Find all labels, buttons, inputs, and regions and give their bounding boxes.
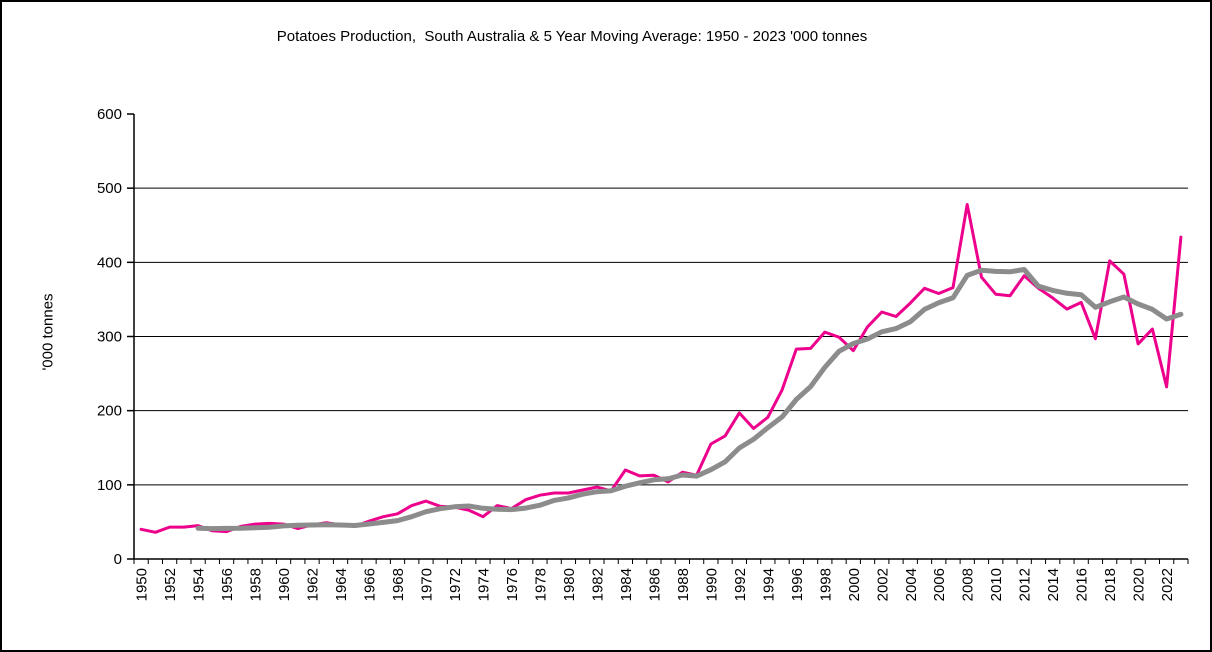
x-tick-label-1990: 1990	[703, 568, 720, 601]
y-tick-label-200: 200	[97, 403, 122, 420]
y-tick-label-100: 100	[97, 477, 122, 494]
x-tick-label-1972: 1972	[447, 568, 464, 601]
y-tick-label-0: 0	[114, 551, 122, 568]
x-tick-label-2000: 2000	[846, 568, 863, 601]
x-tick-label-1954: 1954	[191, 568, 208, 601]
x-tick-label-1978: 1978	[532, 568, 549, 601]
x-tick-label-1996: 1996	[789, 568, 806, 601]
x-tick-label-1964: 1964	[333, 568, 350, 601]
x-tick-label-1988: 1988	[675, 568, 692, 601]
annual-production-line	[139, 203, 1183, 534]
x-tick-label-2006: 2006	[931, 568, 948, 601]
x-tick-label-2020: 2020	[1131, 568, 1148, 601]
x-tick-label-1984: 1984	[618, 568, 635, 601]
x-tick-label-1952: 1952	[162, 568, 179, 601]
y-tick-label-400: 400	[97, 254, 122, 271]
x-tick-label-2004: 2004	[903, 568, 920, 601]
moving-average-line	[195, 267, 1184, 532]
x-tick-label-2022: 2022	[1159, 568, 1176, 601]
x-tick-label-1956: 1956	[219, 568, 236, 601]
x-tick-label-1986: 1986	[646, 568, 663, 601]
x-tick-label-1994: 1994	[760, 568, 777, 601]
x-tick-label-2016: 2016	[1074, 568, 1091, 601]
x-tick-label-1966: 1966	[362, 568, 379, 601]
x-tick-label-1976: 1976	[504, 568, 521, 601]
x-tick-label-2018: 2018	[1102, 568, 1119, 601]
y-tick-label-600: 600	[97, 106, 122, 123]
x-tick-label-2012: 2012	[1017, 568, 1034, 601]
x-tick-label-1958: 1958	[248, 568, 265, 601]
x-tick-label-1998: 1998	[817, 568, 834, 601]
x-tick-label-1970: 1970	[418, 568, 435, 601]
x-tick-label-1992: 1992	[732, 568, 749, 601]
x-tick-label-1962: 1962	[305, 568, 322, 601]
y-tick-label-500: 500	[97, 180, 122, 197]
x-tick-label-2008: 2008	[960, 568, 977, 601]
y-tick-label-300: 300	[97, 329, 122, 346]
x-tick-label-1968: 1968	[390, 568, 407, 601]
x-tick-label-2010: 2010	[988, 568, 1005, 601]
x-tick-label-2002: 2002	[874, 568, 891, 601]
x-tick-label-1980: 1980	[561, 568, 578, 601]
x-tick-label-1974: 1974	[475, 568, 492, 601]
chart-title: Potatoes Production, South Australia & 5…	[276, 28, 868, 45]
x-tick-label-1960: 1960	[276, 568, 293, 601]
x-tick-label-2014: 2014	[1045, 568, 1062, 601]
x-tick-label-1982: 1982	[589, 568, 606, 601]
x-tick-label-1950: 1950	[134, 568, 151, 601]
